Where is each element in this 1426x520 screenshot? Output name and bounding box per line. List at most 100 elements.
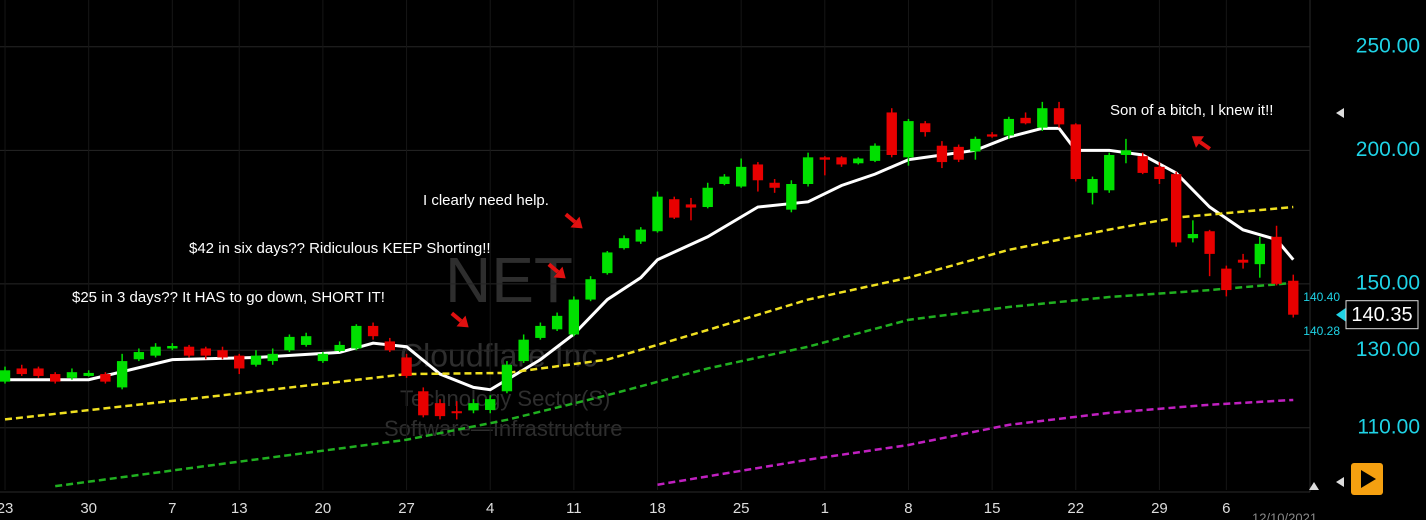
candle-body [903, 121, 914, 158]
candle-body [702, 187, 713, 208]
y-tick-label: 150.00 [1356, 271, 1420, 294]
candle-body [1070, 124, 1081, 180]
candle-body [1221, 268, 1232, 291]
candle-body [468, 403, 479, 411]
candle-body [183, 346, 195, 356]
scroll-left[interactable] [1336, 477, 1344, 487]
candle-body [1254, 243, 1265, 265]
candle-body [300, 336, 312, 345]
x-tick-label: 18 [649, 500, 666, 517]
annotation: I clearly need help. [423, 192, 549, 209]
last-price-marker [1336, 307, 1346, 322]
candle-body [819, 157, 831, 160]
candle-body [1237, 259, 1249, 263]
candle-body [1271, 236, 1282, 284]
moving-average-line [657, 398, 1294, 486]
candle-body [836, 157, 847, 165]
candle-body [401, 357, 412, 376]
candle-body [752, 164, 764, 181]
candle-body [986, 134, 998, 137]
candle-body [83, 372, 94, 376]
play-icon [1361, 470, 1376, 488]
candle-body [685, 204, 697, 208]
candle-body [66, 372, 78, 378]
candle-body [1288, 280, 1299, 315]
candle-body [50, 374, 61, 382]
moving-average-line [5, 126, 1295, 392]
candle-body [501, 364, 513, 392]
candle-body [351, 325, 362, 349]
watermark-ticker: NET [445, 244, 573, 316]
candle-body [234, 355, 245, 369]
x-tick-label: 23 [0, 500, 13, 517]
x-tick-label: 22 [1067, 500, 1084, 517]
y-tick-label: 250.00 [1356, 34, 1420, 57]
candle-body [669, 199, 680, 218]
candle-body [719, 176, 730, 185]
candle-body [802, 157, 814, 185]
arrow [450, 311, 469, 328]
date-label: 12/10/2021 [1252, 510, 1317, 520]
candle-body [535, 325, 546, 338]
x-tick-label: 25 [733, 500, 750, 517]
candle-body [1170, 174, 1182, 243]
candle-body [0, 370, 11, 382]
candle-body [551, 315, 563, 330]
annotation: Son of a bitch, I knew it!! [1110, 102, 1273, 119]
x-tick-label: 27 [398, 500, 415, 517]
candle-body [1154, 166, 1165, 180]
candle-body [735, 166, 747, 187]
candle-body [1204, 231, 1215, 254]
candle-body [384, 341, 396, 351]
arrow [547, 262, 566, 279]
candle-body [133, 352, 145, 360]
annotation: $25 in 3 days?? It HAS to go down, SHORT… [72, 289, 385, 306]
candle-body [1137, 156, 1148, 173]
candle-body [250, 355, 262, 365]
candle-body [267, 353, 278, 362]
candle-body [568, 299, 580, 335]
scroll-up[interactable] [1309, 482, 1319, 490]
candle-body [1053, 108, 1065, 125]
last-price-box [1345, 300, 1419, 330]
candle-body [1187, 234, 1199, 239]
x-tick-label: 6 [1222, 500, 1230, 517]
candle-body [920, 123, 931, 133]
candle-body [100, 374, 111, 382]
candle-body [602, 252, 613, 274]
watermark-name: Cloudflare Inc [400, 337, 597, 373]
side-price-label: 140.28 [1303, 324, 1340, 338]
x-tick-label: 29 [1151, 500, 1168, 517]
moving-average-line [55, 281, 1294, 488]
candle-body [1104, 154, 1115, 191]
y-tick-label: 130.00 [1356, 338, 1420, 361]
candle-body [618, 238, 630, 249]
candle-body [367, 325, 379, 337]
candle-body [635, 229, 646, 242]
moving-averages [4, 126, 1295, 488]
candle-body [1087, 179, 1098, 193]
candle-body [434, 403, 446, 417]
candle-body [652, 196, 663, 232]
candle-body [284, 336, 295, 351]
candles [0, 101, 1299, 420]
y-tick-label: 110.00 [1357, 415, 1420, 438]
side-price-label: 140.40 [1303, 290, 1340, 304]
annotation: $42 in six days?? Ridiculous KEEP Shorti… [189, 240, 491, 257]
arrow [1191, 136, 1211, 151]
arrow [564, 212, 583, 229]
arrows [450, 136, 1211, 328]
candle-body [16, 368, 27, 375]
candle-body [200, 348, 211, 356]
x-tick-label: 1 [821, 500, 829, 517]
candle-body [334, 344, 345, 351]
candle-body [485, 399, 496, 410]
moving-average-line [4, 205, 1294, 421]
x-tick-label: 15 [984, 500, 1001, 517]
candle-body [786, 184, 797, 210]
candle-body [451, 411, 462, 414]
candle-body [116, 361, 128, 388]
x-tick-label: 11 [566, 500, 582, 517]
